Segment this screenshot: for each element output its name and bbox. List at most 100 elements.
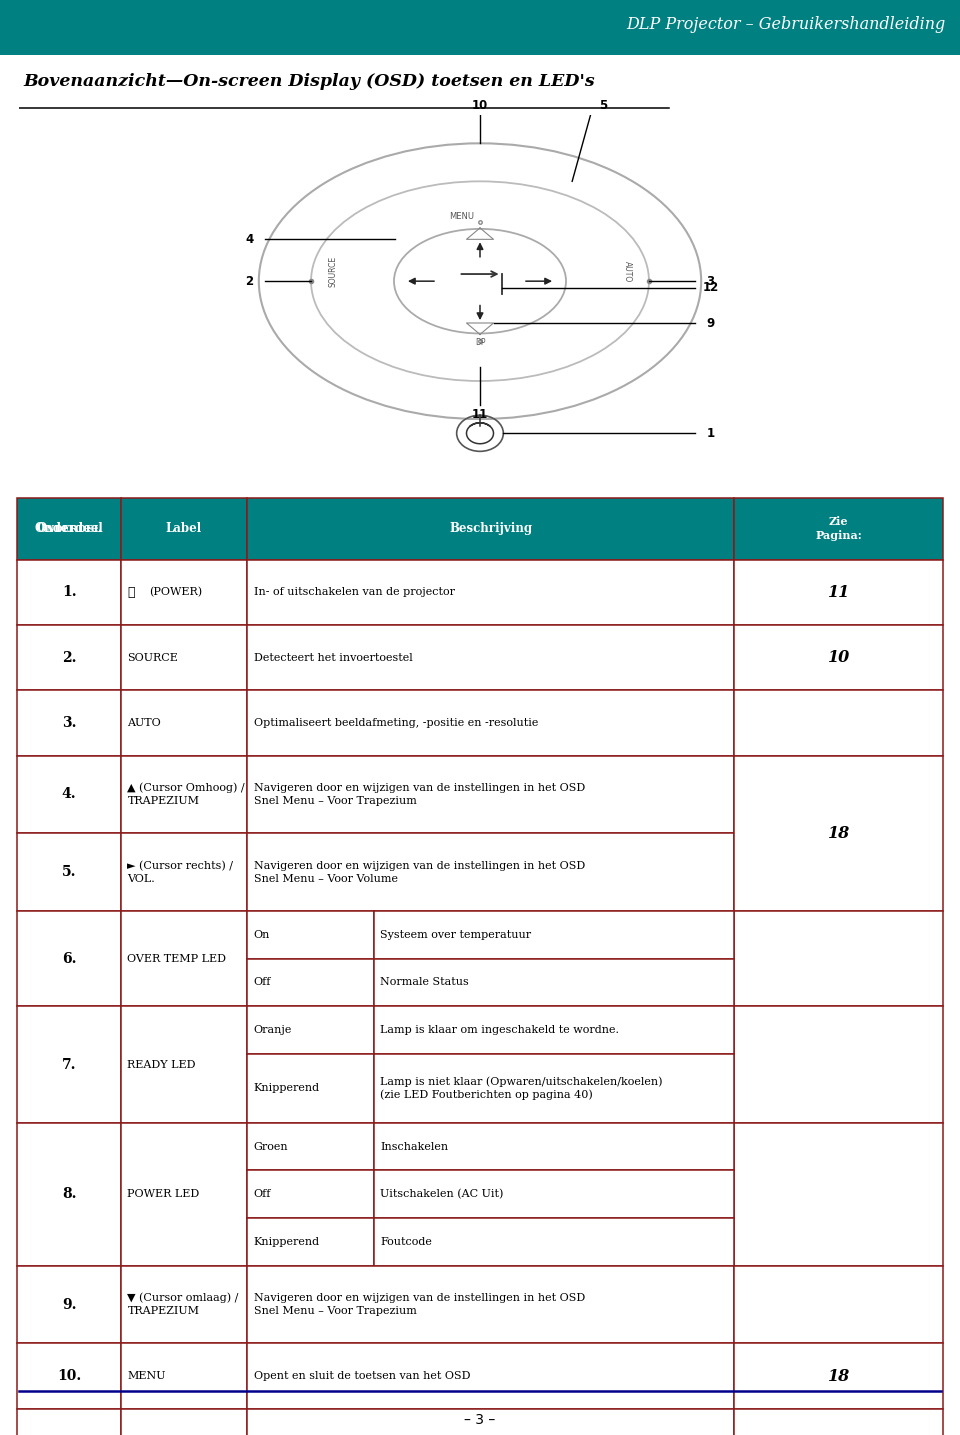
Text: Knipperend: Knipperend bbox=[253, 1083, 320, 1093]
Bar bbox=[17, 1266, 121, 1343]
Text: Lamp is niet klaar (Opwaren/uitschakelen/koelen)
(zie LED Foutberichten op pagin: Lamp is niet klaar (Opwaren/uitschakelen… bbox=[380, 1076, 662, 1101]
Bar bbox=[734, 690, 943, 756]
Text: 5: 5 bbox=[599, 99, 607, 112]
Bar bbox=[470, 515, 490, 528]
Text: AUTO: AUTO bbox=[128, 718, 161, 728]
Text: 2.: 2. bbox=[61, 650, 77, 664]
Text: Groen: Groen bbox=[253, 1142, 288, 1152]
Bar bbox=[734, 626, 943, 690]
Text: LAMP: LAMP bbox=[540, 535, 556, 541]
Text: 1: 1 bbox=[707, 426, 714, 439]
Text: Bovenaanzicht—On-screen Display (OSD) toetsen en LED's: Bovenaanzicht—On-screen Display (OSD) to… bbox=[24, 73, 595, 90]
Text: 3: 3 bbox=[707, 274, 714, 287]
Bar bbox=[373, 1006, 734, 1053]
Text: Foutcode: Foutcode bbox=[380, 1237, 432, 1247]
Text: 7.: 7. bbox=[61, 1058, 77, 1072]
Text: 10: 10 bbox=[828, 649, 850, 666]
Text: ⏻: ⏻ bbox=[128, 585, 135, 598]
Bar bbox=[121, 1409, 247, 1435]
Bar bbox=[247, 1006, 373, 1053]
Text: 12: 12 bbox=[703, 281, 718, 294]
Text: Navigeren door en wijzigen van de instellingen in het OSD
Snel Menu – Voor Trape: Navigeren door en wijzigen van de instel… bbox=[254, 784, 586, 806]
Bar bbox=[247, 560, 734, 626]
Text: 5.: 5. bbox=[61, 865, 77, 880]
Bar bbox=[17, 626, 121, 690]
Text: AUTO: AUTO bbox=[623, 261, 632, 283]
Bar bbox=[247, 1409, 734, 1435]
Text: DLP Projector – Gebruikershandleiding: DLP Projector – Gebruikershandleiding bbox=[626, 16, 946, 33]
Text: SOURCE: SOURCE bbox=[128, 653, 179, 663]
Text: Label: Label bbox=[166, 522, 202, 535]
Bar bbox=[247, 1171, 373, 1218]
Bar bbox=[373, 959, 734, 1006]
Bar bbox=[734, 1006, 943, 1122]
Bar bbox=[734, 1122, 943, 1266]
Text: TEMP: TEMP bbox=[404, 535, 420, 541]
Bar bbox=[403, 515, 421, 528]
Bar bbox=[734, 1266, 943, 1343]
Text: 11: 11 bbox=[472, 408, 488, 420]
Text: 10: 10 bbox=[472, 99, 488, 112]
Text: MENU: MENU bbox=[128, 1370, 166, 1380]
Text: 9: 9 bbox=[707, 317, 714, 330]
Text: Normale Status: Normale Status bbox=[380, 977, 468, 987]
Bar bbox=[247, 690, 734, 756]
Bar bbox=[247, 834, 734, 911]
Text: 10.: 10. bbox=[57, 1369, 82, 1383]
Text: Navigeren door en wijzigen van de instellingen in het OSD
Snel Menu – Voor Volum: Navigeren door en wijzigen van de instel… bbox=[254, 861, 586, 884]
Text: In- of uitschakelen van de projector: In- of uitschakelen van de projector bbox=[254, 587, 455, 597]
Bar bbox=[734, 498, 943, 560]
Text: 6.: 6. bbox=[61, 951, 77, 966]
Bar bbox=[17, 690, 121, 756]
Bar bbox=[373, 1122, 734, 1171]
Text: Knipperend: Knipperend bbox=[253, 1237, 320, 1247]
Text: ▼ (Cursor omlaag) /
TRAPEZIUM: ▼ (Cursor omlaag) / TRAPEZIUM bbox=[128, 1293, 239, 1316]
Text: Off: Off bbox=[253, 1190, 271, 1200]
Text: 4: 4 bbox=[246, 232, 253, 245]
Text: Inschakelen: Inschakelen bbox=[380, 1142, 448, 1152]
Text: Lamp is klaar om ingeschakeld te wordne.: Lamp is klaar om ingeschakeld te wordne. bbox=[380, 1025, 619, 1035]
Bar bbox=[247, 1343, 734, 1409]
Text: SOURCE: SOURCE bbox=[328, 255, 337, 287]
Text: ► (Cursor rechts) /
VOL.: ► (Cursor rechts) / VOL. bbox=[128, 861, 233, 884]
Bar bbox=[247, 1218, 373, 1266]
Text: READY LED: READY LED bbox=[128, 1059, 196, 1069]
Bar bbox=[17, 560, 121, 626]
Text: 3.: 3. bbox=[61, 716, 77, 730]
Bar bbox=[247, 1122, 373, 1171]
Bar bbox=[121, 1266, 247, 1343]
Text: Off: Off bbox=[253, 977, 271, 987]
Bar bbox=[734, 1343, 943, 1409]
Bar bbox=[373, 1218, 734, 1266]
Bar bbox=[121, 626, 247, 690]
Bar bbox=[121, 1343, 247, 1409]
Bar bbox=[121, 834, 247, 911]
Text: Opent en sluit de toetsen van het OSD: Opent en sluit de toetsen van het OSD bbox=[254, 1370, 470, 1380]
Text: 9.: 9. bbox=[61, 1297, 77, 1312]
Text: 4.: 4. bbox=[61, 788, 77, 802]
Text: Oranje: Oranje bbox=[253, 1025, 292, 1035]
Bar bbox=[247, 626, 734, 690]
Bar bbox=[17, 498, 121, 560]
Text: MENU: MENU bbox=[449, 212, 474, 221]
Text: Beschrijving: Beschrijving bbox=[449, 522, 532, 535]
Text: 7: 7 bbox=[543, 564, 552, 577]
Text: ▲ (Cursor Omhoog) /
TRAPEZIUM: ▲ (Cursor Omhoog) / TRAPEZIUM bbox=[128, 782, 245, 806]
Bar bbox=[121, 498, 247, 560]
Bar bbox=[734, 911, 943, 1006]
Bar bbox=[734, 560, 943, 626]
Bar bbox=[734, 756, 943, 911]
Text: POWER: POWER bbox=[468, 535, 492, 541]
Bar bbox=[17, 1409, 121, 1435]
Text: Uitschakelen (AC Uit): Uitschakelen (AC Uit) bbox=[380, 1190, 503, 1200]
Text: Zie
Pagina:: Zie Pagina: bbox=[815, 517, 862, 541]
Bar bbox=[17, 911, 121, 1006]
Text: 11: 11 bbox=[828, 584, 850, 601]
Bar bbox=[247, 756, 734, 834]
Text: 1.: 1. bbox=[61, 585, 77, 600]
Bar bbox=[247, 911, 373, 959]
Text: OVER TEMP LED: OVER TEMP LED bbox=[128, 954, 227, 964]
Text: 18: 18 bbox=[828, 825, 850, 842]
Text: Navigeren door en wijzigen van de instellingen in het OSD
Snel Menu – Voor Trape: Navigeren door en wijzigen van de instel… bbox=[254, 1293, 586, 1316]
Bar bbox=[121, 560, 247, 626]
